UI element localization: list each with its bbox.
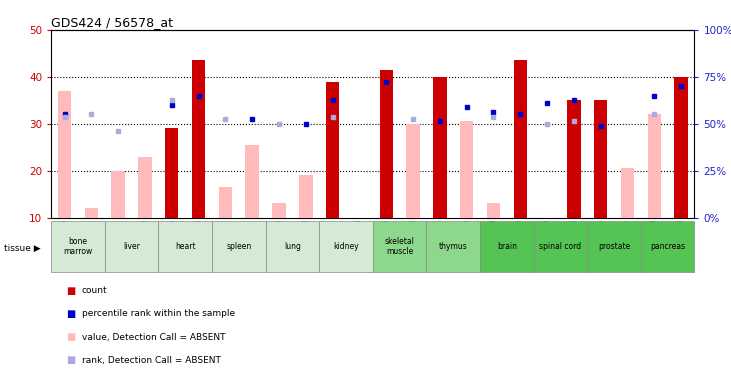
Text: percentile rank within the sample: percentile rank within the sample <box>82 309 235 318</box>
Bar <box>641 221 694 272</box>
Text: kidney: kidney <box>333 242 359 251</box>
Bar <box>587 221 641 272</box>
Bar <box>159 221 212 272</box>
Bar <box>513 60 527 217</box>
Bar <box>379 70 393 217</box>
Text: GDS424 / 56578_at: GDS424 / 56578_at <box>51 16 173 29</box>
Bar <box>648 114 661 218</box>
Text: prostate: prostate <box>598 242 630 251</box>
Bar <box>567 100 580 218</box>
Bar <box>111 171 125 217</box>
Text: ■: ■ <box>66 356 75 365</box>
Text: thymus: thymus <box>439 242 468 251</box>
Text: ■: ■ <box>66 332 75 342</box>
Text: bone
marrow: bone marrow <box>64 237 93 256</box>
Text: value, Detection Call = ABSENT: value, Detection Call = ABSENT <box>82 333 225 342</box>
Bar <box>373 221 426 272</box>
Text: spleen: spleen <box>226 242 251 251</box>
Bar <box>246 145 259 218</box>
Bar <box>433 77 447 218</box>
Text: ■: ■ <box>66 286 75 296</box>
Bar <box>51 221 105 272</box>
Text: tissue ▶: tissue ▶ <box>4 244 40 253</box>
Bar <box>212 221 265 272</box>
Bar <box>85 208 98 218</box>
Bar <box>272 203 286 217</box>
Bar <box>165 128 178 217</box>
Text: pancreas: pancreas <box>650 242 685 251</box>
Text: skeletal
muscle: skeletal muscle <box>385 237 414 256</box>
Bar <box>487 203 500 217</box>
Bar <box>460 122 473 218</box>
Text: lung: lung <box>284 242 301 251</box>
Bar <box>406 124 420 218</box>
Bar <box>265 221 319 272</box>
Text: spinal cord: spinal cord <box>539 242 581 251</box>
Bar <box>219 187 232 218</box>
Bar <box>621 168 634 217</box>
Text: heart: heart <box>175 242 195 251</box>
Bar <box>426 221 480 272</box>
Bar <box>594 100 607 218</box>
Text: rank, Detection Call = ABSENT: rank, Detection Call = ABSENT <box>82 356 221 365</box>
Bar <box>534 221 587 272</box>
Bar <box>105 221 159 272</box>
Bar <box>674 77 688 218</box>
Text: liver: liver <box>123 242 140 251</box>
Text: brain: brain <box>497 242 517 251</box>
Text: ■: ■ <box>66 309 75 319</box>
Bar <box>58 91 72 218</box>
Bar <box>299 176 312 217</box>
Bar <box>480 221 534 272</box>
Bar <box>138 157 152 218</box>
Bar <box>326 82 339 218</box>
Text: count: count <box>82 286 107 295</box>
Bar <box>319 221 373 272</box>
Bar <box>192 60 205 217</box>
